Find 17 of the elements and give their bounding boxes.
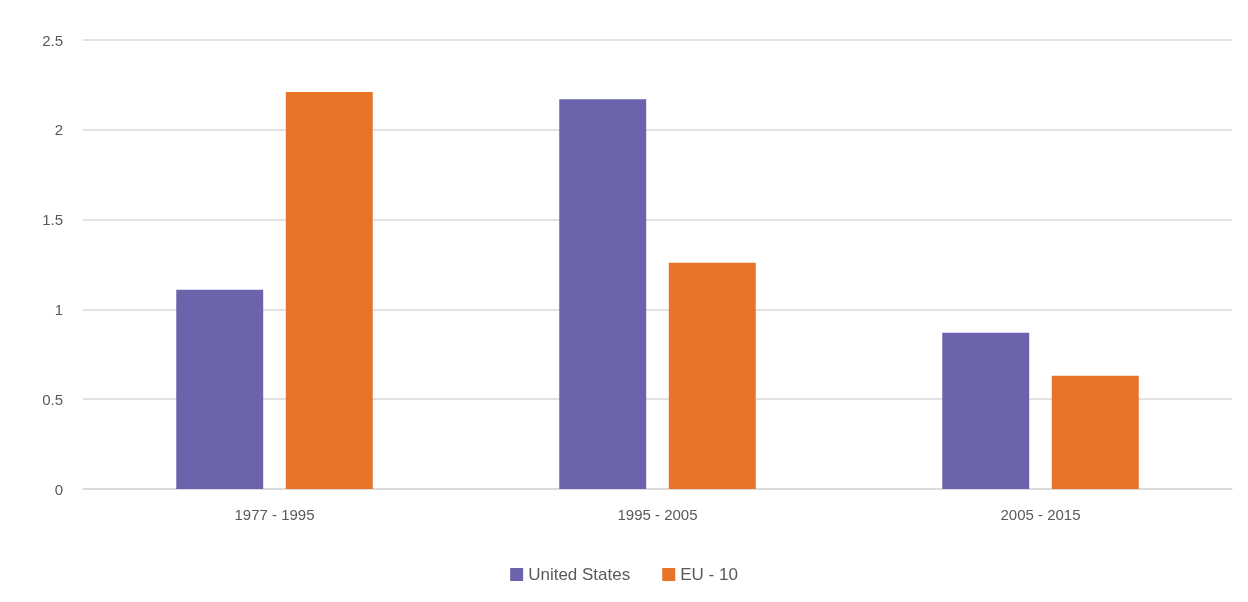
x-tick-label: 2005 - 2015 (1000, 506, 1081, 523)
y-tick-label: 0.5 (42, 390, 63, 408)
x-tick-label: 1977 - 1995 (234, 506, 315, 523)
y-tick-label: 0 (54, 480, 63, 498)
y-tick-label: 2 (54, 121, 63, 139)
bar (559, 99, 647, 489)
bar (942, 332, 1030, 489)
bar (176, 289, 264, 489)
legend-label: United States (528, 565, 631, 584)
bar (668, 262, 756, 489)
x-tick-label: 1995 - 2005 (617, 506, 698, 523)
bar (1051, 375, 1139, 489)
y-tick-label: 1.5 (42, 211, 63, 229)
y-tick-label: 2.5 (42, 31, 63, 49)
y-tick-label: 1 (54, 300, 63, 318)
bar (285, 92, 373, 489)
legend-label: EU - 10 (680, 565, 738, 584)
